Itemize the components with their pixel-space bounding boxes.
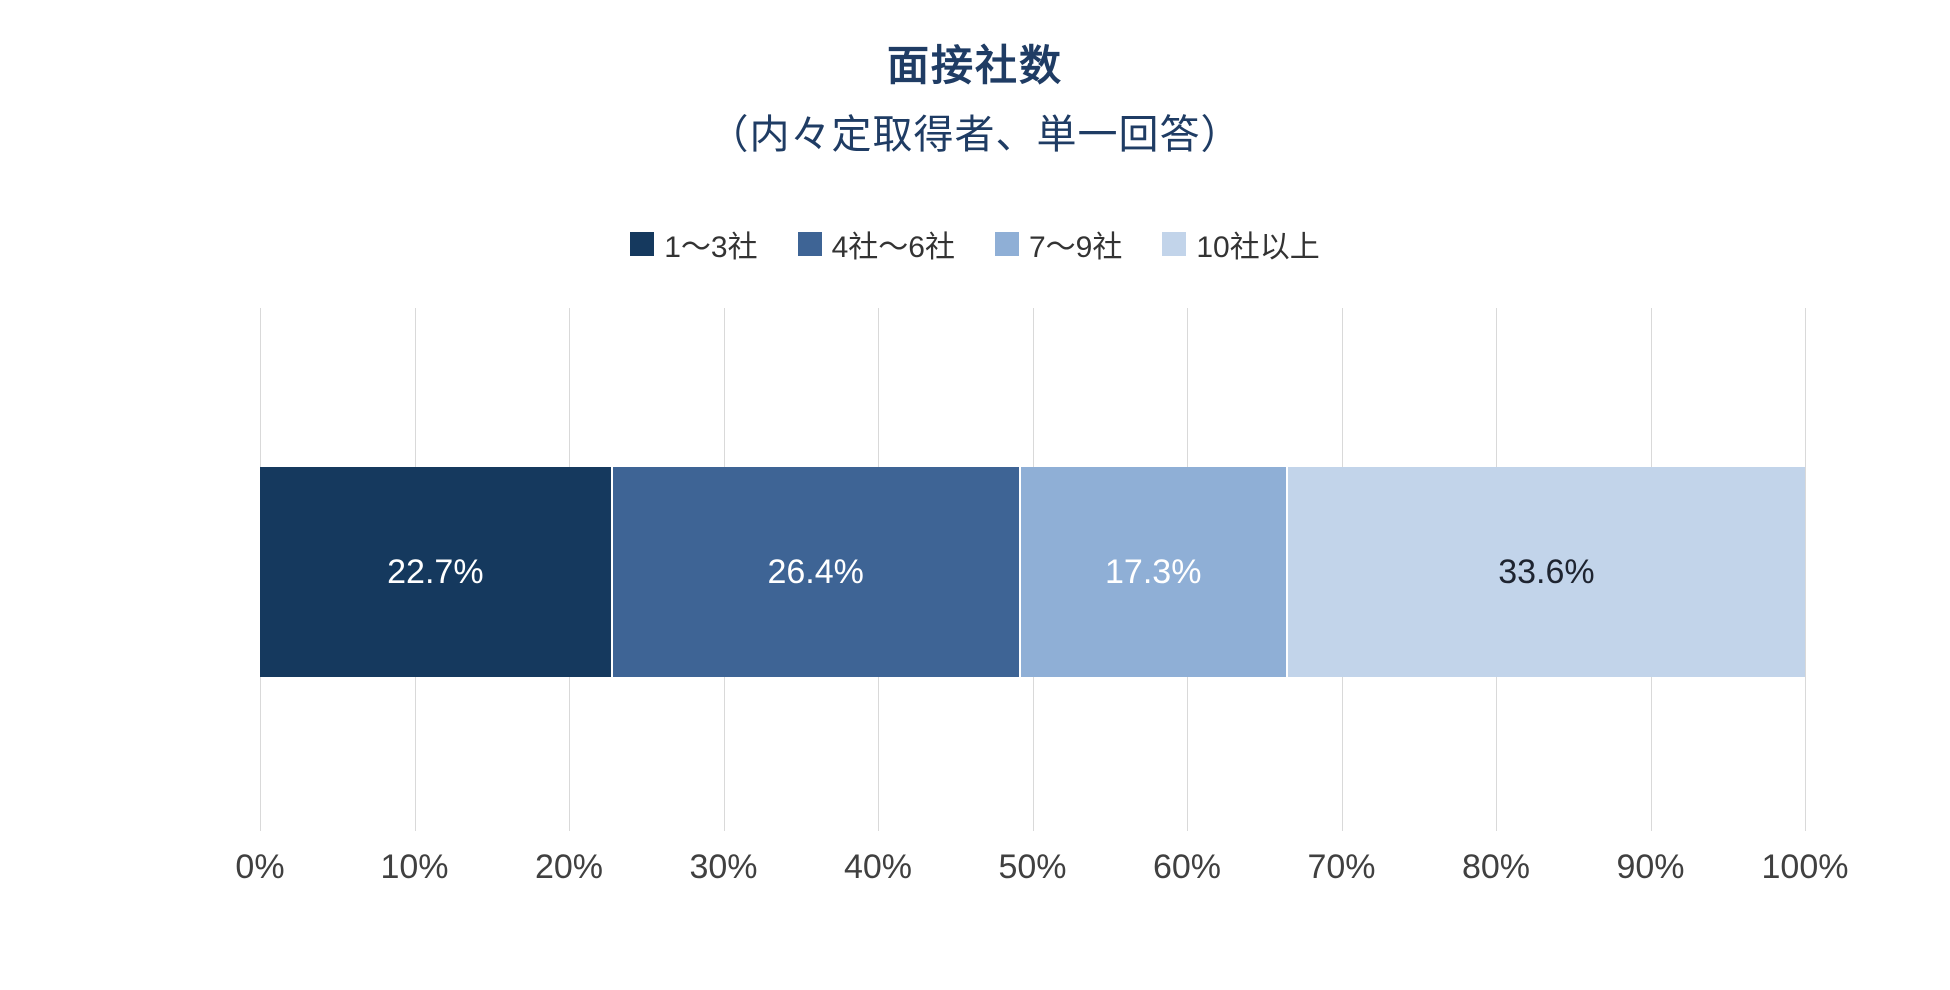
legend-swatch-icon	[797, 232, 822, 256]
x-axis-tick-label: 90%	[1616, 848, 1685, 886]
plot-area: 22.7% 26.4% 17.3% 33.6% 0% 10% 20% 30% 40% 50% 60…	[235, 308, 1848, 886]
x-axis-tick-label: 0%	[235, 848, 285, 886]
x-axis-tick-label: 10%	[380, 848, 449, 886]
legend-item-2: 4社〜6社	[797, 222, 955, 266]
legend-swatch-icon	[630, 232, 655, 256]
gridline	[1805, 308, 1806, 831]
stacked-bar: 22.7% 26.4% 17.3% 33.6%	[260, 467, 1805, 677]
x-axis-tick-label: 40%	[843, 848, 913, 886]
bar-segment-value-label: 26.4%	[767, 552, 864, 591]
chart-subtitle: （内々定取得者、単一回答）	[708, 113, 1242, 157]
legend-item-3: 7〜9社	[995, 222, 1122, 266]
legend-item-1: 1〜3社	[630, 222, 758, 266]
bar-segment-3: 17.3%	[1018, 467, 1286, 677]
bar-segment-2: 26.4%	[610, 467, 1019, 677]
x-axis-tick-label: 70%	[1307, 848, 1376, 886]
bar-segment-value-label: 22.7%	[387, 552, 484, 591]
legend-label: 10社以上	[1196, 231, 1320, 264]
x-axis: 0% 10% 20% 30% 40% 50% 60% 70% 80% 90% 100%	[235, 848, 1848, 892]
legend-swatch-icon	[1162, 232, 1187, 256]
x-axis-tick-label: 80%	[1461, 848, 1531, 886]
bar-segment-value-label: 33.6%	[1498, 552, 1595, 591]
x-axis-tick-label: 20%	[534, 848, 604, 886]
legend: 1〜3社 4社〜6社 7〜9社 10社以上	[0, 222, 1950, 266]
x-axis-tick-label: 100%	[1761, 848, 1849, 886]
x-axis-tick-label: 30%	[689, 848, 758, 886]
legend-item-4: 10社以上	[1162, 222, 1320, 266]
chart-title: 面接社数	[886, 42, 1063, 89]
x-axis-tick-label: 50%	[998, 848, 1067, 886]
x-axis-tick-label: 60%	[1152, 848, 1222, 886]
bar-segment-1: 22.7%	[260, 467, 611, 677]
legend-label: 1〜3社	[664, 231, 758, 264]
legend-label: 7〜9社	[1029, 231, 1123, 264]
legend-swatch-icon	[995, 232, 1019, 256]
bar-segment-4: 33.6%	[1285, 467, 1805, 677]
bar-segment-value-label: 17.3%	[1105, 552, 1202, 591]
legend-label: 4社〜6社	[831, 231, 955, 264]
